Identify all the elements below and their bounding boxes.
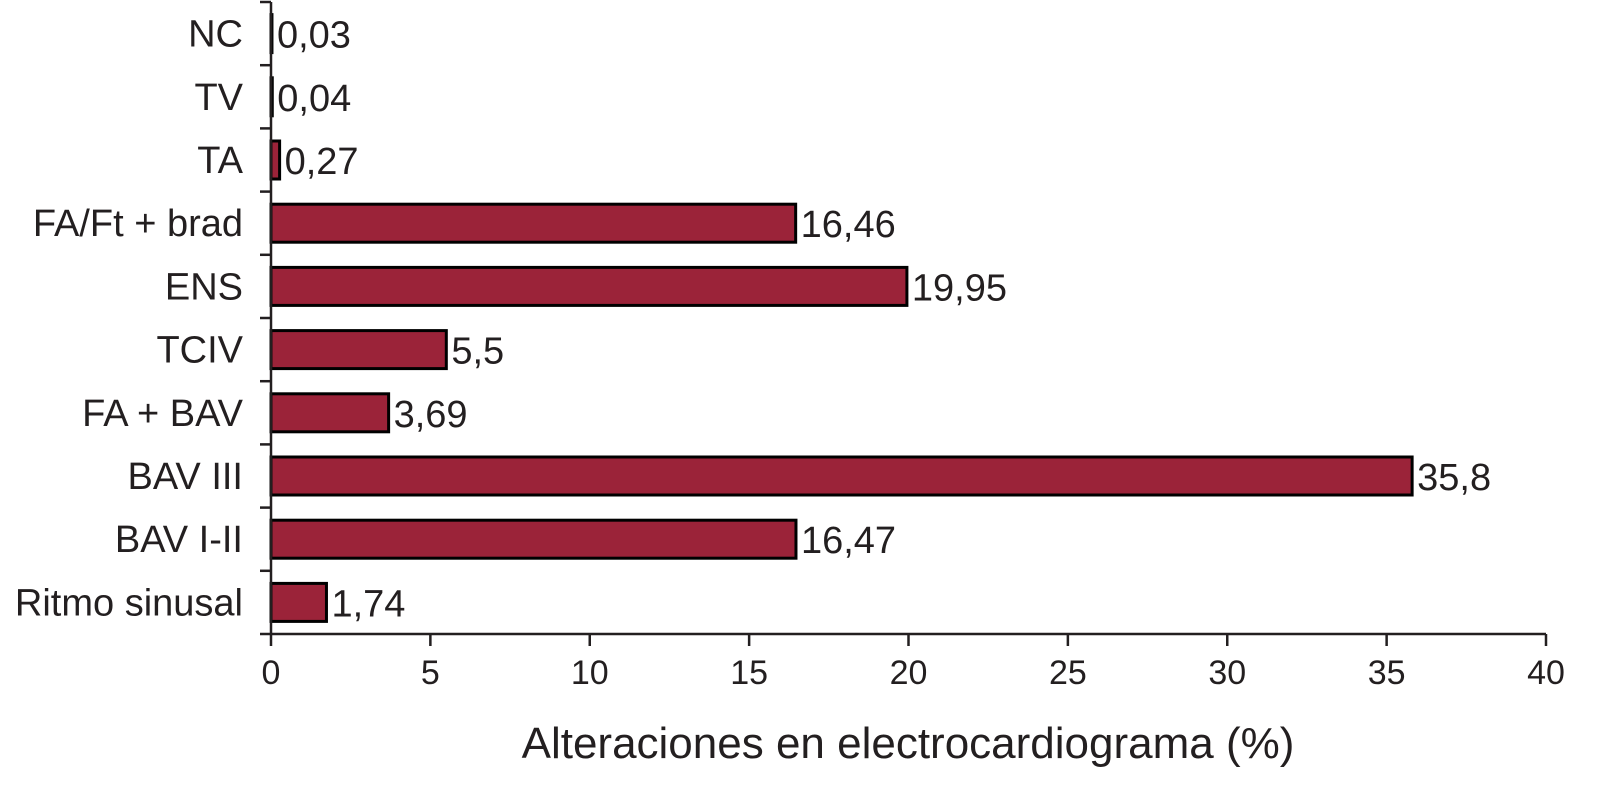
category-label-7: BAV III	[128, 456, 243, 498]
x-tick-label-3: 15	[730, 654, 768, 692]
x-tick-label-0: 0	[262, 654, 281, 692]
bar-6	[269, 392, 391, 434]
value-label-3: 16,46	[801, 204, 896, 246]
category-label-1: TV	[194, 77, 243, 119]
value-label-6: 3,69	[394, 394, 468, 436]
value-label-1: 0,04	[277, 78, 351, 120]
bar-9	[269, 581, 328, 623]
category-label-6: FA + BAV	[82, 393, 244, 435]
x-tick-label-4: 20	[890, 654, 928, 692]
category-label-9: Ritmo sinusal	[15, 582, 243, 624]
category-label-2: TA	[197, 140, 243, 182]
value-label-2: 0,27	[285, 141, 359, 183]
x-tick-label-8: 40	[1527, 654, 1565, 692]
bar-3	[269, 202, 798, 244]
axes-layer: 0 5 10 15 20 25 30 35 40	[260, 0, 1565, 692]
category-label-4: ENS	[165, 266, 243, 308]
bar-7	[269, 455, 1414, 497]
labels-layer: NC 0,03 TV 0,04 TA 0,27 FA/Ft + brad 16,46 ENS 19…	[15, 14, 1491, 626]
value-label-0: 0,03	[277, 15, 351, 57]
value-label-9: 1,74	[331, 583, 405, 625]
bar-4	[269, 265, 909, 307]
bar-5	[269, 329, 448, 371]
x-tick-label-6: 30	[1208, 654, 1246, 692]
bar-8	[269, 518, 798, 560]
x-axis-title: Alteraciones en electrocardiograma (%)	[522, 719, 1295, 768]
value-label-4: 19,95	[912, 267, 1007, 309]
category-label-5: TCIV	[156, 330, 243, 372]
category-label-0: NC	[188, 14, 243, 56]
category-label-3: FA/Ft + brad	[33, 203, 243, 245]
category-label-8: BAV I-II	[115, 519, 243, 561]
value-label-8: 16,47	[801, 520, 896, 562]
x-tick-label-2: 10	[571, 654, 609, 692]
value-label-5: 5,5	[451, 331, 504, 373]
x-tick-label-5: 25	[1049, 654, 1087, 692]
x-tick-label-1: 5	[421, 654, 440, 692]
value-label-7: 35,8	[1417, 457, 1491, 499]
bar-2	[269, 139, 282, 181]
x-tick-label-7: 35	[1368, 654, 1406, 692]
